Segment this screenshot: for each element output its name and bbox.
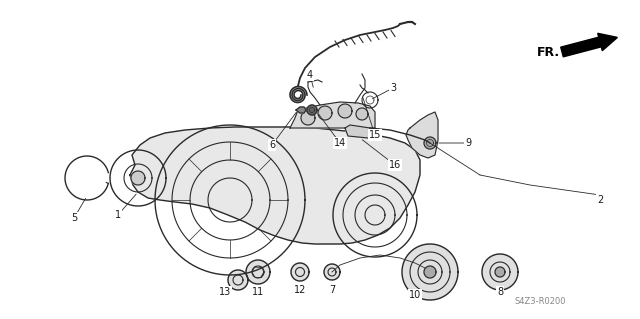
Text: 10: 10 bbox=[409, 290, 421, 300]
Text: 13: 13 bbox=[219, 287, 231, 297]
Polygon shape bbox=[307, 105, 317, 115]
Text: 7: 7 bbox=[329, 285, 335, 295]
Polygon shape bbox=[318, 106, 332, 120]
Polygon shape bbox=[338, 104, 352, 118]
Polygon shape bbox=[130, 127, 420, 244]
Polygon shape bbox=[296, 107, 306, 113]
Text: 12: 12 bbox=[294, 285, 306, 295]
Polygon shape bbox=[482, 254, 518, 290]
Polygon shape bbox=[424, 266, 436, 278]
Text: 5: 5 bbox=[71, 213, 77, 223]
FancyArrow shape bbox=[561, 33, 618, 57]
Polygon shape bbox=[228, 270, 248, 290]
Text: S4Z3-R0200: S4Z3-R0200 bbox=[515, 298, 566, 307]
Polygon shape bbox=[345, 125, 372, 138]
Polygon shape bbox=[324, 264, 340, 280]
Text: 9: 9 bbox=[465, 138, 471, 148]
Polygon shape bbox=[402, 244, 458, 300]
Polygon shape bbox=[495, 267, 505, 277]
Text: FR.: FR. bbox=[537, 46, 560, 58]
Polygon shape bbox=[291, 263, 309, 281]
Polygon shape bbox=[356, 108, 368, 120]
Polygon shape bbox=[406, 112, 438, 158]
Text: 6: 6 bbox=[269, 140, 275, 150]
Text: 3: 3 bbox=[390, 83, 396, 93]
Polygon shape bbox=[131, 171, 145, 185]
Text: 8: 8 bbox=[497, 287, 503, 297]
Text: 11: 11 bbox=[252, 287, 264, 297]
Text: 4: 4 bbox=[307, 70, 313, 80]
Text: 16: 16 bbox=[389, 160, 401, 170]
Polygon shape bbox=[301, 111, 315, 125]
Text: 2: 2 bbox=[597, 195, 603, 205]
Text: 1: 1 bbox=[115, 210, 121, 220]
Polygon shape bbox=[424, 137, 436, 149]
Polygon shape bbox=[290, 102, 375, 128]
Text: 14: 14 bbox=[334, 138, 346, 148]
Polygon shape bbox=[246, 260, 270, 284]
Text: 15: 15 bbox=[369, 130, 381, 140]
